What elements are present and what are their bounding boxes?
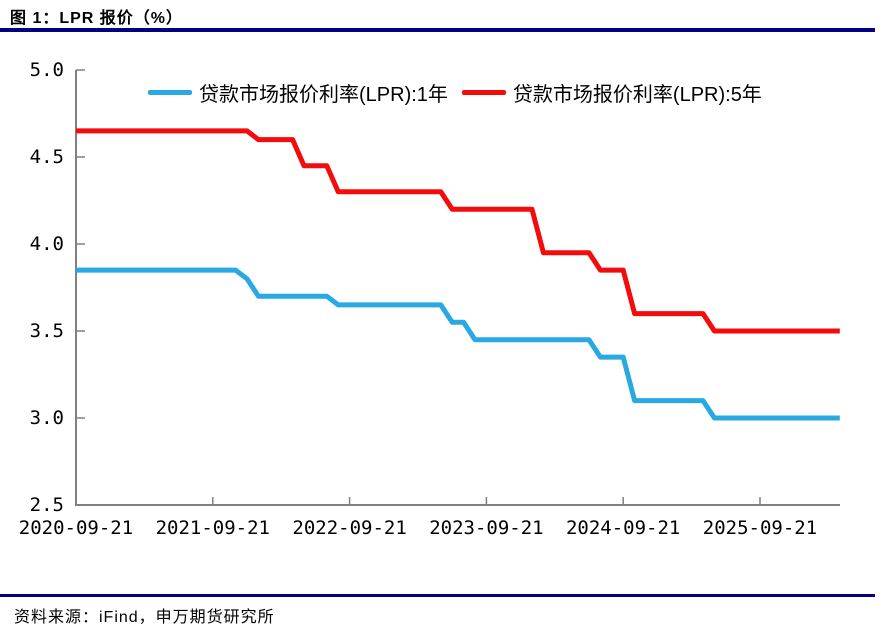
y-tick-label: 4.5 — [29, 146, 64, 168]
y-tick-label: 3.5 — [29, 320, 64, 342]
x-tick-label: 2023-09-21 — [429, 517, 544, 539]
x-tick-label: 2024-09-21 — [565, 517, 681, 539]
chart-legend: 贷款市场报价利率(LPR):1年 贷款市场报价利率(LPR):5年 — [148, 78, 762, 107]
lpr-1y-line — [76, 267, 840, 421]
y-tick-label: 3.0 — [29, 407, 64, 429]
x-tick-label: 2025-09-21 — [702, 517, 818, 539]
x-tick-label: 2021-09-21 — [155, 517, 270, 539]
source-note: 资料来源：iFind，申万期货研究所 — [14, 609, 275, 626]
axis-lines — [75, 70, 840, 506]
x-tick-label: 2022-09-21 — [292, 517, 407, 539]
legend-label-1y: 贷款市场报价利率(LPR):1年 — [199, 84, 448, 106]
title-underline — [0, 28, 875, 32]
y-tick-label: 2.5 — [29, 494, 64, 516]
y-tick-label: 5.0 — [29, 59, 64, 81]
source-divider — [0, 594, 875, 597]
lpr-5y-line — [76, 128, 840, 334]
x-tick-label: 2020-09-21 — [18, 517, 134, 539]
y-tick-label: 4.0 — [29, 233, 64, 255]
legend-swatch-1y-icon — [148, 90, 192, 95]
legend-label-5y: 贷款市场报价利率(LPR):5年 — [512, 84, 762, 106]
legend-swatch-5y-icon — [461, 90, 506, 95]
figure-title: 图 1：LPR 报价（%） — [10, 10, 184, 27]
